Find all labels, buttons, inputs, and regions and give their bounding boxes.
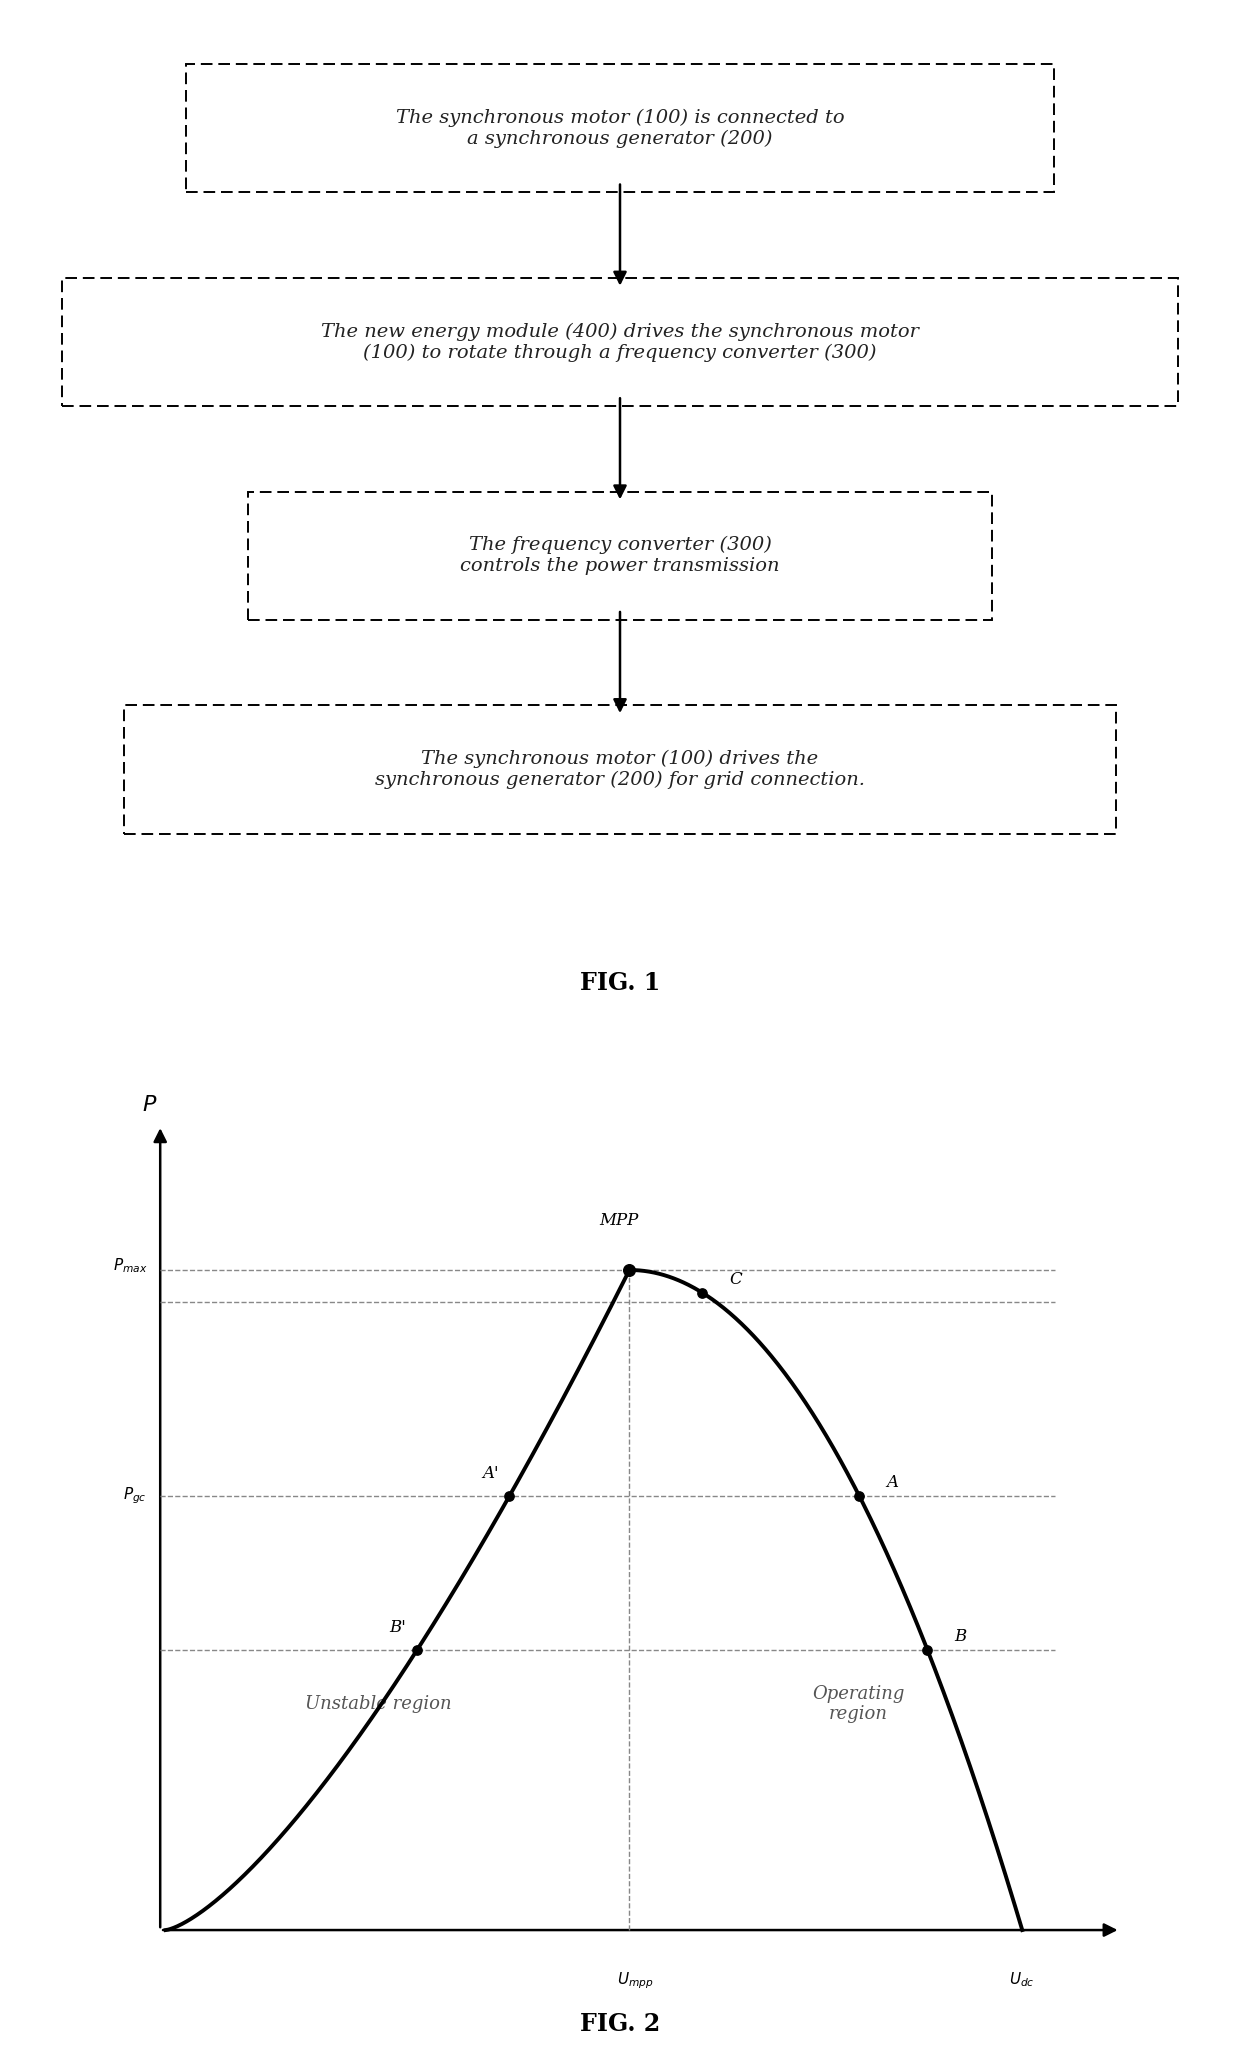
FancyBboxPatch shape [62,277,1178,407]
Text: B: B [955,1628,967,1644]
Text: MPP: MPP [599,1212,639,1229]
Text: The synchronous motor (100) drives the
synchronous generator (200) for grid conn: The synchronous motor (100) drives the s… [374,750,866,789]
Text: A: A [887,1473,899,1492]
Text: Unstable region: Unstable region [305,1695,451,1714]
Text: $P_{gc}$: $P_{gc}$ [124,1486,148,1506]
Text: FIG. 1: FIG. 1 [580,972,660,995]
Text: The frequency converter (300)
controls the power transmission: The frequency converter (300) controls t… [460,536,780,575]
Point [407,1634,427,1667]
Text: $P_{max}$: $P_{max}$ [113,1256,148,1274]
Point [849,1480,869,1512]
Point [692,1276,712,1309]
FancyBboxPatch shape [124,705,1116,834]
Text: A': A' [482,1465,498,1482]
Text: B': B' [389,1619,407,1636]
FancyBboxPatch shape [248,491,992,621]
Point [620,1254,640,1286]
Text: The synchronous motor (100) is connected to
a synchronous generator (200): The synchronous motor (100) is connected… [396,109,844,148]
Text: Operating
region: Operating region [812,1685,905,1724]
Text: $P$: $P$ [141,1093,157,1116]
Text: C: C [729,1270,743,1288]
FancyBboxPatch shape [186,64,1054,193]
Point [918,1634,937,1667]
Text: $U_{dc}$: $U_{dc}$ [1009,1971,1035,1989]
Text: FIG. 2: FIG. 2 [580,2012,660,2037]
Point [500,1480,520,1512]
Text: The new energy module (400) drives the synchronous motor
(100) to rotate through: The new energy module (400) drives the s… [321,323,919,362]
Text: $U_{mpp}$: $U_{mpp}$ [616,1971,653,1991]
